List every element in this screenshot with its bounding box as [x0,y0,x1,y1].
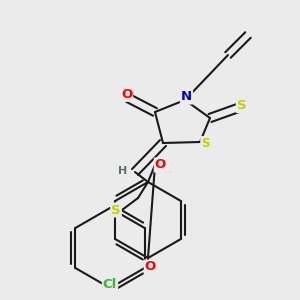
Text: O: O [155,158,166,172]
Text: O: O [145,260,156,274]
Text: N: N [181,91,192,103]
Text: Cl: Cl [103,278,117,290]
Text: S: S [111,203,121,217]
Text: O: O [121,88,132,101]
Text: S: S [237,99,246,112]
Text: H: H [118,166,127,176]
Text: S: S [201,137,210,150]
